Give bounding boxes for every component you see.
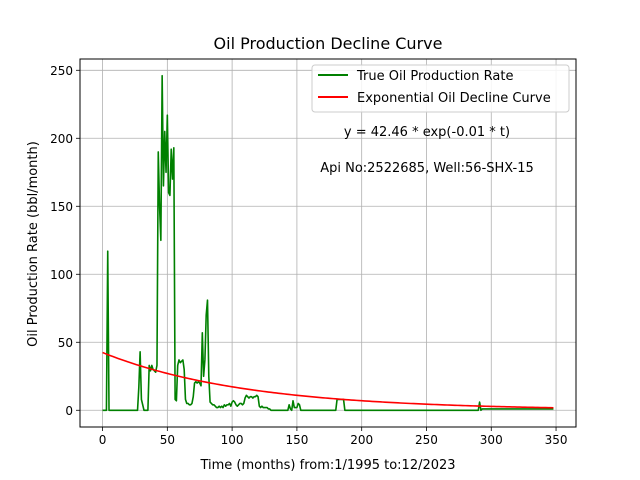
y-tick-label: 0 (65, 404, 73, 418)
x-tick-label: 150 (285, 433, 308, 447)
y-tick-label: 150 (50, 200, 73, 214)
x-tick-label: 250 (415, 433, 438, 447)
equation-annotation: y = 42.46 * exp(-0.01 * t) (344, 125, 510, 140)
legend-box (311, 64, 570, 113)
well-annotation: Api No:2522685, Well:56-SHX-15 (320, 161, 534, 176)
x-axis-label: Time (months) from:1/1995 to:12/2023 (199, 458, 455, 473)
y-tick-label: 250 (50, 64, 73, 78)
y-tick-label: 50 (58, 336, 73, 350)
series-line-true-oil-production-rate (102, 74, 554, 412)
legend-label-true-rate: True Oil Production Rate (356, 69, 513, 84)
chart-title: Oil Production Decline Curve (214, 34, 443, 53)
legend: True Oil Production Rate Exponential Oil… (311, 64, 570, 113)
x-tick-label: 0 (99, 433, 107, 447)
ticks: 0 50 100 150 200 250 300 350 0 50 100 150 200 250 (50, 64, 567, 447)
y-tick-label: 200 (50, 132, 73, 146)
x-tick-label: 200 (350, 433, 373, 447)
plot-lines (102, 74, 554, 412)
x-tick-label: 350 (545, 433, 568, 447)
series-line-exponential-decline-curve (102, 351, 554, 409)
x-tick-label: 300 (480, 433, 503, 447)
x-tick-label: 50 (160, 433, 175, 447)
legend-label-decline-curve: Exponential Oil Decline Curve (357, 91, 551, 106)
axes-frame (79, 58, 577, 428)
x-tick-label: 100 (221, 433, 244, 447)
y-axis-label: Oil Production Rate (bbl/month) (26, 141, 41, 347)
y-tick-label: 100 (50, 268, 73, 282)
